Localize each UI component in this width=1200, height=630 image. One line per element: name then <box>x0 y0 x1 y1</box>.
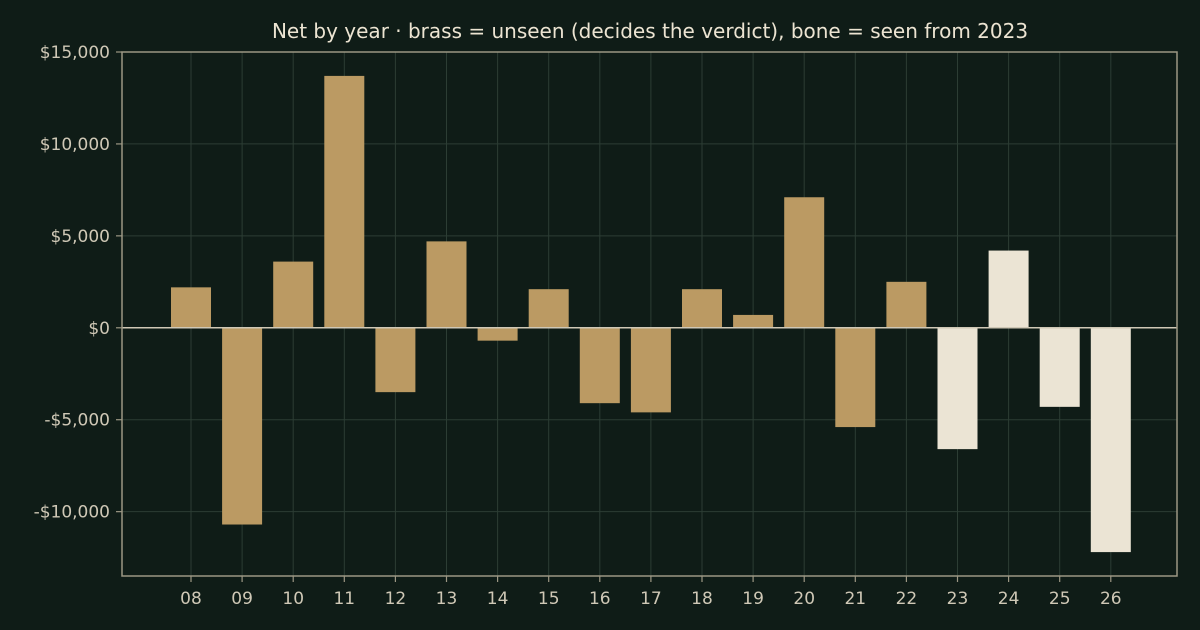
x-tick-label: 13 <box>436 589 458 609</box>
x-tick-label: 24 <box>998 589 1020 609</box>
bar-09 <box>222 327 263 525</box>
y-tick-label: $15,000 <box>40 43 110 63</box>
y-tick-label: $0 <box>88 319 110 339</box>
x-tick-label: 09 <box>231 589 253 609</box>
bar-23 <box>937 327 978 450</box>
bar-11 <box>324 75 365 328</box>
bar-13 <box>426 241 467 328</box>
x-tick-label: 12 <box>385 589 407 609</box>
bar-25 <box>1039 327 1080 407</box>
y-tick-label: -$5,000 <box>44 411 110 431</box>
y-axis: $15,000 $10,000 $5,000 $0 -$5,000 -$10,000 <box>34 43 122 523</box>
x-tick-label: 25 <box>1049 589 1071 609</box>
chart-title: Net by year · brass = unseen (decides th… <box>272 19 1028 43</box>
bar-24 <box>988 250 1029 328</box>
x-tick-label: 10 <box>282 589 304 609</box>
y-tick-label: $5,000 <box>51 227 110 247</box>
plot-frame <box>121 51 1178 577</box>
bar-12 <box>375 327 416 393</box>
bar-20 <box>784 197 825 328</box>
bar-14 <box>477 327 518 341</box>
bar-26 <box>1090 327 1131 553</box>
bar-15 <box>528 289 569 328</box>
x-tick-label: 15 <box>538 589 560 609</box>
x-tick-label: 26 <box>1100 589 1122 609</box>
x-axis: 08 09 10 11 12 13 14 15 16 17 18 19 20 21 22 23 24 25 26 <box>180 576 1122 609</box>
bar-22 <box>886 281 927 328</box>
y-tick-label: -$10,000 <box>34 503 110 523</box>
x-tick-label: 18 <box>691 589 713 609</box>
x-tick-label: 20 <box>793 589 815 609</box>
x-tick-label: 14 <box>487 589 509 609</box>
x-tick-label: 23 <box>947 589 969 609</box>
y-tick-label: $10,000 <box>40 135 110 155</box>
bar-18 <box>682 289 722 328</box>
x-tick-label: 22 <box>896 589 918 609</box>
x-tick-label: 21 <box>844 589 866 609</box>
bars <box>171 75 1131 553</box>
bar-17 <box>630 327 671 413</box>
bar-16 <box>579 327 620 404</box>
bar-08 <box>171 287 211 328</box>
x-tick-label: 08 <box>180 589 202 609</box>
x-tick-label: 11 <box>333 589 355 609</box>
x-tick-label: 19 <box>742 589 764 609</box>
x-tick-label: 17 <box>640 589 662 609</box>
bar-10 <box>273 261 314 328</box>
bar-19 <box>733 314 774 328</box>
x-tick-label: 16 <box>589 589 611 609</box>
bar-21 <box>835 327 876 428</box>
